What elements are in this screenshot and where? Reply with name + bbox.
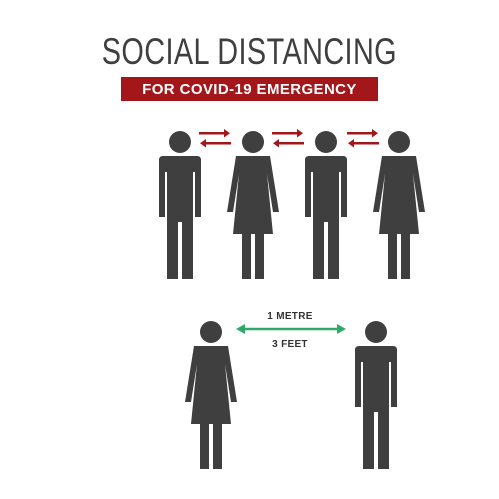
woman-icon bbox=[373, 131, 425, 279]
man-icon bbox=[355, 321, 397, 469]
woman-icon bbox=[227, 131, 279, 279]
double-arrow-icon bbox=[347, 129, 379, 148]
page-title: SOCIAL DISTANCING bbox=[101, 31, 398, 72]
man-icon bbox=[305, 131, 347, 279]
man-icon bbox=[159, 131, 201, 279]
distance-metric-label: 1 METRE bbox=[267, 311, 313, 322]
double-arrow-icon bbox=[199, 129, 231, 148]
double-headed-arrow-icon bbox=[236, 324, 346, 334]
distance-imperial-label: 3 FEET bbox=[272, 339, 308, 350]
double-arrow-icon bbox=[272, 129, 304, 148]
subtitle-banner: FOR COVID-19 EMERGENCY bbox=[121, 77, 378, 101]
subtitle-text: FOR COVID-19 EMERGENCY bbox=[142, 80, 357, 98]
